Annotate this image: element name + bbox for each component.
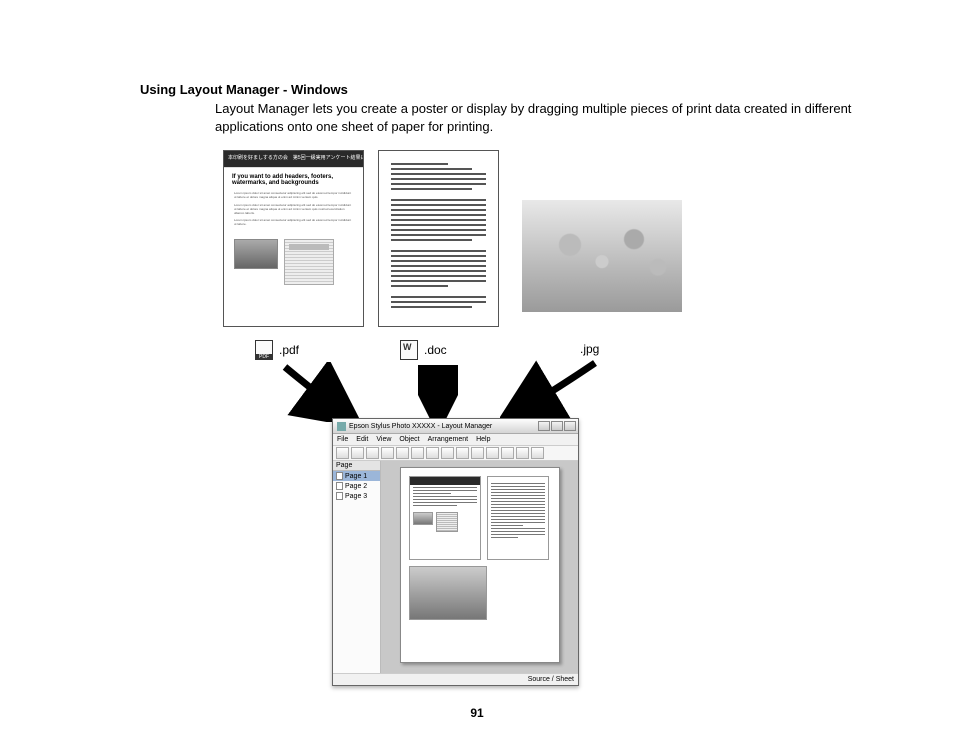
- toolbar-button[interactable]: [456, 447, 469, 459]
- menu-object[interactable]: Object: [399, 436, 419, 443]
- pdf-label: .pdf: [279, 343, 299, 357]
- close-button[interactable]: [564, 421, 576, 431]
- filetype-pdf: .pdf: [255, 340, 299, 360]
- toolbar-button[interactable]: [411, 447, 424, 459]
- window-titlebar[interactable]: Epson Stylus Photo XXXXX - Layout Manage…: [333, 419, 578, 434]
- sidebar-item-page[interactable]: Page 2: [333, 481, 380, 491]
- layout-manager-window: Epson Stylus Photo XXXXX - Layout Manage…: [332, 418, 579, 686]
- toolbar-button[interactable]: [471, 447, 484, 459]
- sidebar-item-label: Page 1: [345, 473, 367, 480]
- status-bar: Source / Sheet: [333, 673, 578, 685]
- page-list-sidebar: Page Page 1 Page 2 Page 3: [333, 461, 381, 673]
- arrow-from-doc: [418, 362, 458, 420]
- word-text-block: [379, 151, 498, 323]
- menu-file[interactable]: File: [337, 436, 348, 443]
- toolbar-button[interactable]: [396, 447, 409, 459]
- intro-paragraph: Layout Manager lets you create a poster …: [215, 100, 895, 135]
- document-page: Using Layout Manager - Windows Layout Ma…: [0, 0, 954, 738]
- doc-icon: [400, 340, 418, 360]
- menu-edit[interactable]: Edit: [356, 436, 368, 443]
- page-icon: [336, 492, 343, 500]
- toolbar-button[interactable]: [516, 447, 529, 459]
- sidebar-header: Page: [333, 461, 380, 471]
- toolbar: [333, 446, 578, 461]
- pdf-icon: [255, 340, 273, 360]
- jpg-label: .jpg: [580, 342, 599, 356]
- arrow-from-pdf: [280, 362, 360, 422]
- canvas-area[interactable]: [381, 461, 578, 673]
- source-photo-jpg: [522, 200, 682, 312]
- toolbar-button[interactable]: [381, 447, 394, 459]
- app-icon: [337, 422, 346, 431]
- maximize-button[interactable]: [551, 421, 563, 431]
- minimize-button[interactable]: [538, 421, 550, 431]
- pdf-body: Lorem ipsum dolor sit amet consectetur a…: [224, 188, 363, 235]
- pdf-subtitle: If you want to add headers, footers, wat…: [224, 167, 363, 188]
- placed-object-pdf[interactable]: [409, 476, 481, 560]
- section-heading: Using Layout Manager - Windows: [140, 82, 348, 97]
- layout-sheet[interactable]: [400, 467, 560, 663]
- toolbar-button[interactable]: [501, 447, 514, 459]
- menu-bar: File Edit View Object Arrangement Help: [333, 434, 578, 446]
- placed-object-jpg[interactable]: [409, 566, 487, 620]
- page-icon: [336, 472, 343, 480]
- window-body: Page Page 1 Page 2 Page 3: [333, 461, 578, 673]
- window-title: Epson Stylus Photo XXXXX - Layout Manage…: [349, 423, 492, 430]
- doc-label: .doc: [424, 343, 447, 357]
- sidebar-item-label: Page 3: [345, 493, 367, 500]
- sidebar-item-page[interactable]: Page 3: [333, 491, 380, 501]
- source-doc-word: [378, 150, 499, 327]
- toolbar-button[interactable]: [351, 447, 364, 459]
- toolbar-button[interactable]: [531, 447, 544, 459]
- window-controls: [538, 421, 576, 431]
- toolbar-button[interactable]: [486, 447, 499, 459]
- toolbar-button[interactable]: [426, 447, 439, 459]
- pdf-media-row: [224, 235, 363, 289]
- menu-view[interactable]: View: [376, 436, 391, 443]
- arrow-from-jpg: [500, 360, 600, 422]
- filetype-jpg: .jpg: [580, 342, 599, 356]
- status-label: Source / Sheet: [528, 676, 574, 683]
- source-doc-pdf: 本印刷を好ましする方の会 第5回一級実用アンケート結果について If you w…: [223, 150, 364, 327]
- menu-arrangement[interactable]: Arrangement: [428, 436, 468, 443]
- sidebar-item-label: Page 2: [345, 483, 367, 490]
- toolbar-button[interactable]: [336, 447, 349, 459]
- filetype-doc: .doc: [400, 340, 447, 360]
- pdf-embedded-layout: [284, 239, 334, 285]
- flower-photo: [522, 200, 682, 312]
- page-number: 91: [0, 706, 954, 720]
- toolbar-button[interactable]: [441, 447, 454, 459]
- placed-object-doc[interactable]: [487, 476, 549, 560]
- page-icon: [336, 482, 343, 490]
- pdf-banner: 本印刷を好ましする方の会 第5回一級実用アンケート結果について: [224, 151, 363, 167]
- toolbar-button[interactable]: [366, 447, 379, 459]
- menu-help[interactable]: Help: [476, 436, 490, 443]
- sidebar-item-page[interactable]: Page 1: [333, 471, 380, 481]
- pdf-embedded-photo: [234, 239, 278, 269]
